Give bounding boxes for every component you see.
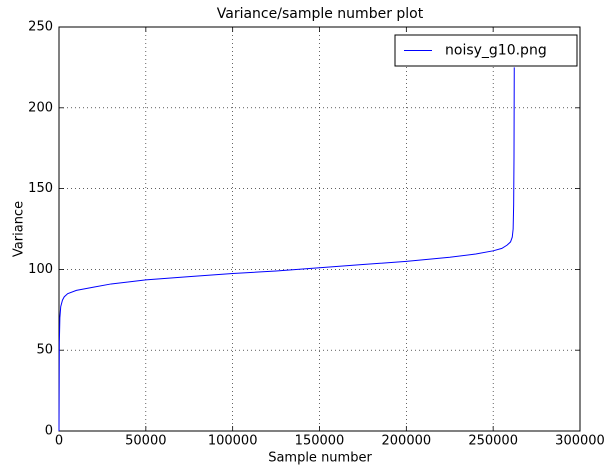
y-tick-label: 0 <box>45 424 53 439</box>
y-tick-label: 50 <box>36 343 53 358</box>
y-axis-label: Variance <box>12 201 27 257</box>
y-tick-label: 200 <box>28 100 53 115</box>
x-tick-label: 150000 <box>295 434 345 449</box>
x-axis-label: Sample number <box>268 451 372 466</box>
legend-label: noisy_g10.png <box>445 43 547 59</box>
x-tick-label: 100000 <box>208 434 258 449</box>
series-line <box>58 67 515 432</box>
y-tick-label: 250 <box>28 20 53 35</box>
plot-frame <box>58 26 581 432</box>
x-tick-label: 200000 <box>382 434 432 449</box>
x-tick-label: 250000 <box>468 434 518 449</box>
x-tick-label: 50000 <box>125 434 166 449</box>
chart-title: Variance/sample number plot <box>217 6 424 22</box>
x-tick-label: 0 <box>55 434 63 449</box>
x-tick-label: 300000 <box>555 434 605 449</box>
y-tick-label: 100 <box>28 262 53 277</box>
y-tick-label: 150 <box>28 181 53 196</box>
